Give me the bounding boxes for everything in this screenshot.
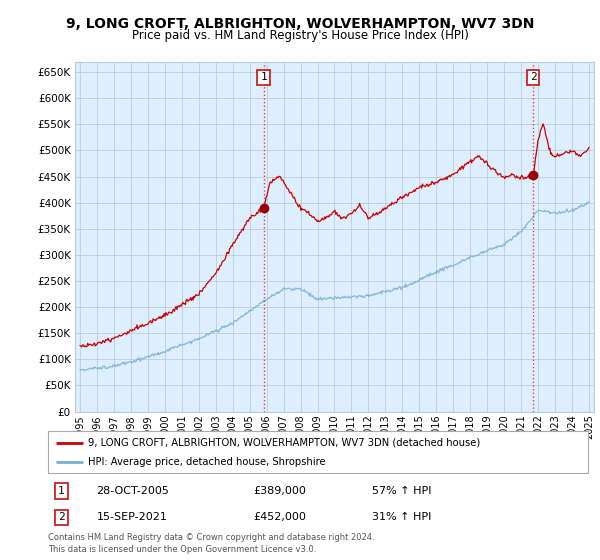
- Text: 1: 1: [58, 486, 65, 496]
- Text: 9, LONG CROFT, ALBRIGHTON, WOLVERHAMPTON, WV7 3DN: 9, LONG CROFT, ALBRIGHTON, WOLVERHAMPTON…: [66, 17, 534, 31]
- Text: Contains HM Land Registry data © Crown copyright and database right 2024.
This d: Contains HM Land Registry data © Crown c…: [48, 533, 374, 554]
- Text: HPI: Average price, detached house, Shropshire: HPI: Average price, detached house, Shro…: [89, 457, 326, 467]
- Text: £389,000: £389,000: [253, 486, 306, 496]
- Text: 28-OCT-2005: 28-OCT-2005: [97, 486, 169, 496]
- Text: 2: 2: [58, 512, 65, 522]
- Text: 9, LONG CROFT, ALBRIGHTON, WOLVERHAMPTON, WV7 3DN (detached house): 9, LONG CROFT, ALBRIGHTON, WOLVERHAMPTON…: [89, 437, 481, 447]
- Text: 1: 1: [260, 72, 267, 82]
- Text: Price paid vs. HM Land Registry's House Price Index (HPI): Price paid vs. HM Land Registry's House …: [131, 29, 469, 42]
- Text: £452,000: £452,000: [253, 512, 306, 522]
- Text: 15-SEP-2021: 15-SEP-2021: [97, 512, 167, 522]
- Text: 2: 2: [530, 72, 536, 82]
- Text: 57% ↑ HPI: 57% ↑ HPI: [372, 486, 431, 496]
- Text: 31% ↑ HPI: 31% ↑ HPI: [372, 512, 431, 522]
